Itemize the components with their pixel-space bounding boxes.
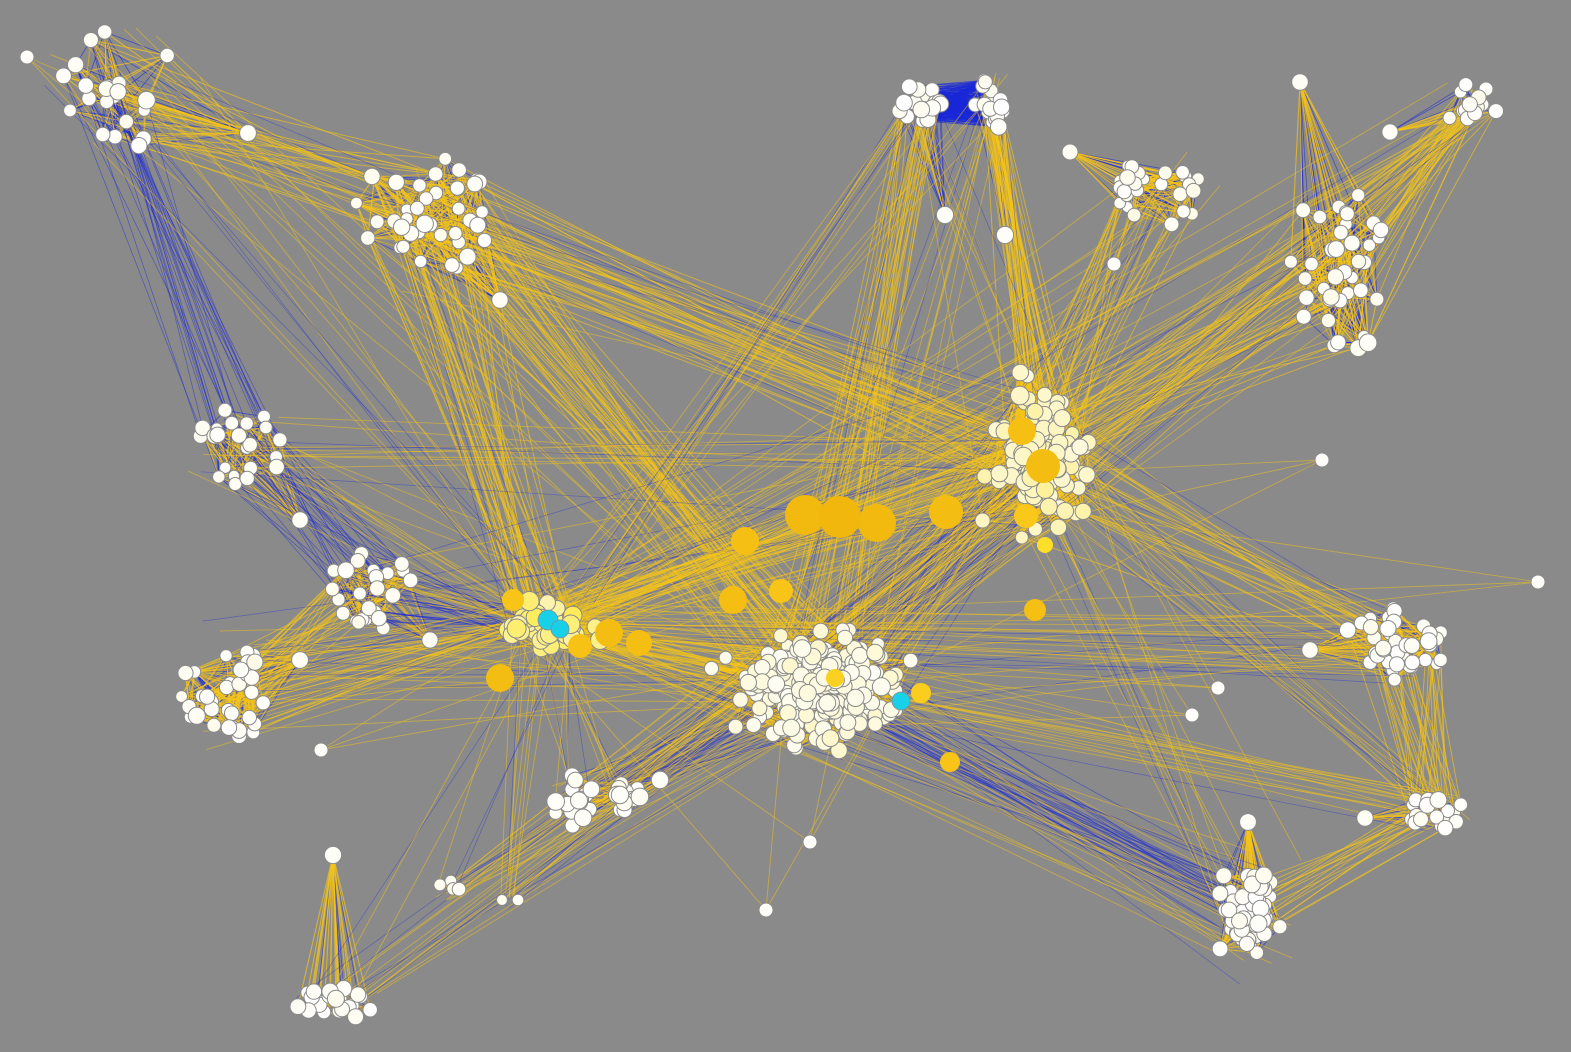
yellow-edge (63, 75, 104, 135)
yellow-edge (1343, 271, 1359, 349)
yellow-edge (345, 569, 431, 641)
yellow-edge (188, 655, 227, 707)
yellow-edge (1299, 81, 1362, 291)
blue-edge (104, 31, 168, 56)
blue-edge (1389, 84, 1467, 133)
blue-edge (1223, 821, 1249, 876)
yellow-edge (1334, 276, 1359, 349)
yellow-edge (69, 109, 127, 123)
yellow-edge (928, 115, 946, 216)
yellow-edge (1299, 81, 1369, 343)
yellow-edge (1299, 81, 1331, 300)
blue-edge (90, 39, 249, 134)
yellow-edge (1069, 151, 1121, 182)
yellow-edge (85, 85, 145, 139)
yellow-edge (1299, 81, 1345, 273)
yellow-edge (333, 570, 431, 641)
yellow-edge (90, 39, 168, 57)
blue-edge (906, 116, 946, 216)
blue-edge (974, 104, 1006, 236)
yellow-edge (367, 176, 376, 239)
yellow-edge (166, 55, 249, 134)
yellow-edge (104, 31, 107, 89)
yellow-edge (1290, 81, 1301, 262)
blue-edge (1389, 91, 1461, 133)
yellow-edge (234, 483, 301, 521)
yellow-edge (1299, 81, 1382, 231)
yellow-edge (1363, 262, 1369, 343)
blue-edge (927, 119, 993, 123)
yellow-edge (1333, 271, 1345, 346)
yellow-edge (126, 121, 249, 134)
yellow-edge (200, 435, 248, 479)
